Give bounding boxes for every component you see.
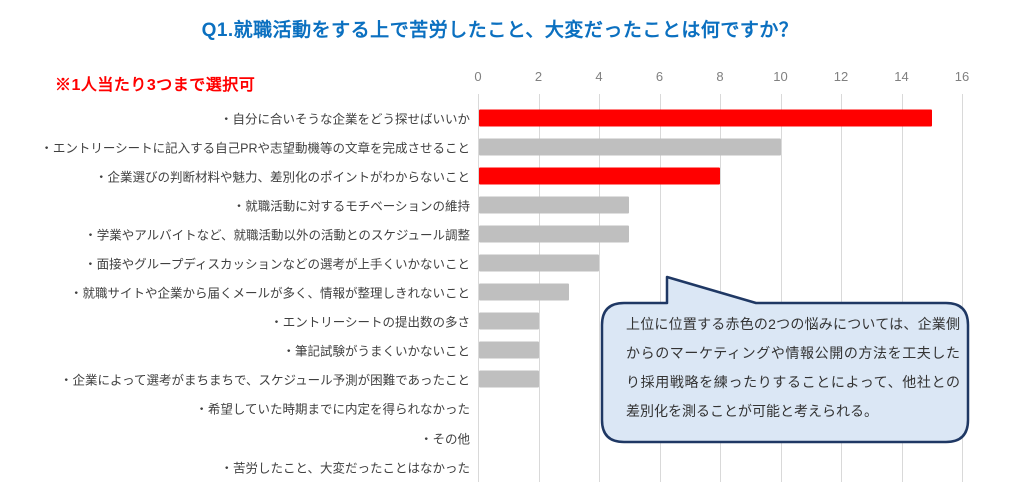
x-tick-label: 14 (894, 69, 909, 84)
category-label: ・就職サイトや企業から届くメールが多く、情報が整理しきれないこと (69, 286, 470, 301)
category-label: ・面接やグループディスカッションなどの選考が上手くいかないこと (84, 257, 470, 272)
chart-row: ・面接やグループディスカッションなどの選考が上手くいかないこと (0, 248, 1024, 277)
x-axis-ticks: 0 2 4 6 8 10 12 14 16 (0, 69, 1024, 87)
x-tick-label: 4 (595, 69, 603, 84)
x-tick-label: 0 (474, 69, 482, 84)
category-label: ・就職活動に対するモチベーションの維持 (232, 199, 470, 214)
chart-row: ・企業によって選考がまちまちで、スケジュール予測が困難であったこと (0, 365, 1024, 394)
chart-rows: ・自分に合いそうな企業をどう探せばいいか・エントリーシートに記入する自己PRや志… (0, 103, 1024, 481)
x-tick-label: 8 (716, 69, 724, 84)
x-tick-label: 6 (655, 69, 664, 84)
bar (479, 254, 599, 272)
chart-row: ・企業選びの判断材料や魅力、差別化のポイントがわからないこと (0, 161, 1024, 190)
chart-row: ・苦労したこと、大変だったことはなかった (0, 452, 1024, 481)
bar (479, 370, 539, 388)
category-label: ・企業によって選考がまちまちで、スケジュール予測が困難であったこと (59, 373, 470, 388)
bar (479, 138, 781, 156)
category-label: ・学業やアルバイトなど、就職活動以外の活動とのスケジュール調整 (84, 228, 470, 243)
chart-row: ・その他 (0, 423, 1024, 452)
bar (479, 167, 720, 185)
category-label: ・企業選びの判断材料や魅力、差別化のポイントがわからないこと (94, 170, 470, 185)
chart-row: ・自分に合いそうな企業をどう探せばいいか (0, 103, 1024, 132)
gridline (478, 94, 479, 482)
category-label: ・苦労したこと、大変だったことはなかった (220, 461, 470, 476)
category-label: ・その他 (419, 432, 470, 447)
callout-text: 上位に位置する赤色の2つの悩みについては、企業側からのマーケティングや情報公開の… (626, 316, 960, 419)
bar (479, 341, 539, 359)
chart-row: ・筆記試験がうまくいかないこと (0, 336, 1024, 365)
chart-row: ・エントリーシートの提出数の多さ (0, 307, 1024, 336)
x-tick-label: 10 (773, 69, 788, 84)
chart-row: ・学業やアルバイトなど、就職活動以外の活動とのスケジュール調整 (0, 219, 1024, 248)
chart-row: ・就職サイトや企業から届くメールが多く、情報が整理しきれないこと (0, 278, 1024, 307)
bar (479, 109, 932, 127)
selection-limit-note: ※1人当たり3つまで選択可 (55, 77, 256, 94)
category-label: ・エントリーシートに記入する自己PRや志望動機等の文章を完成させること (40, 141, 470, 156)
bar (479, 312, 539, 330)
category-label: ・希望していた時期までに内定を得られなかった (195, 402, 470, 417)
chart-row: ・エントリーシートに記入する自己PRや志望動機等の文章を完成させること (0, 132, 1024, 161)
chart-title: Q1.就職活動をする上で苦労したこと、大変だったことは何ですか？ (201, 20, 799, 41)
gridline (599, 94, 600, 482)
x-tick-label: 2 (534, 69, 543, 84)
bar (479, 225, 630, 243)
x-tick-label: 16 (954, 69, 970, 84)
bar (479, 196, 630, 214)
chart-row: ・希望していた時期までに内定を得られなかった (0, 394, 1024, 423)
chart-row: ・就職活動に対するモチベーションの維持 (0, 190, 1024, 219)
category-label: ・自分に合いそうな企業をどう探せばいいか (219, 112, 470, 127)
bar (479, 283, 569, 301)
category-label: ・筆記試験がうまくいかないこと (282, 344, 470, 359)
x-tick-label: 12 (833, 69, 849, 84)
category-label: ・エントリーシートの提出数の多さ (270, 315, 470, 330)
